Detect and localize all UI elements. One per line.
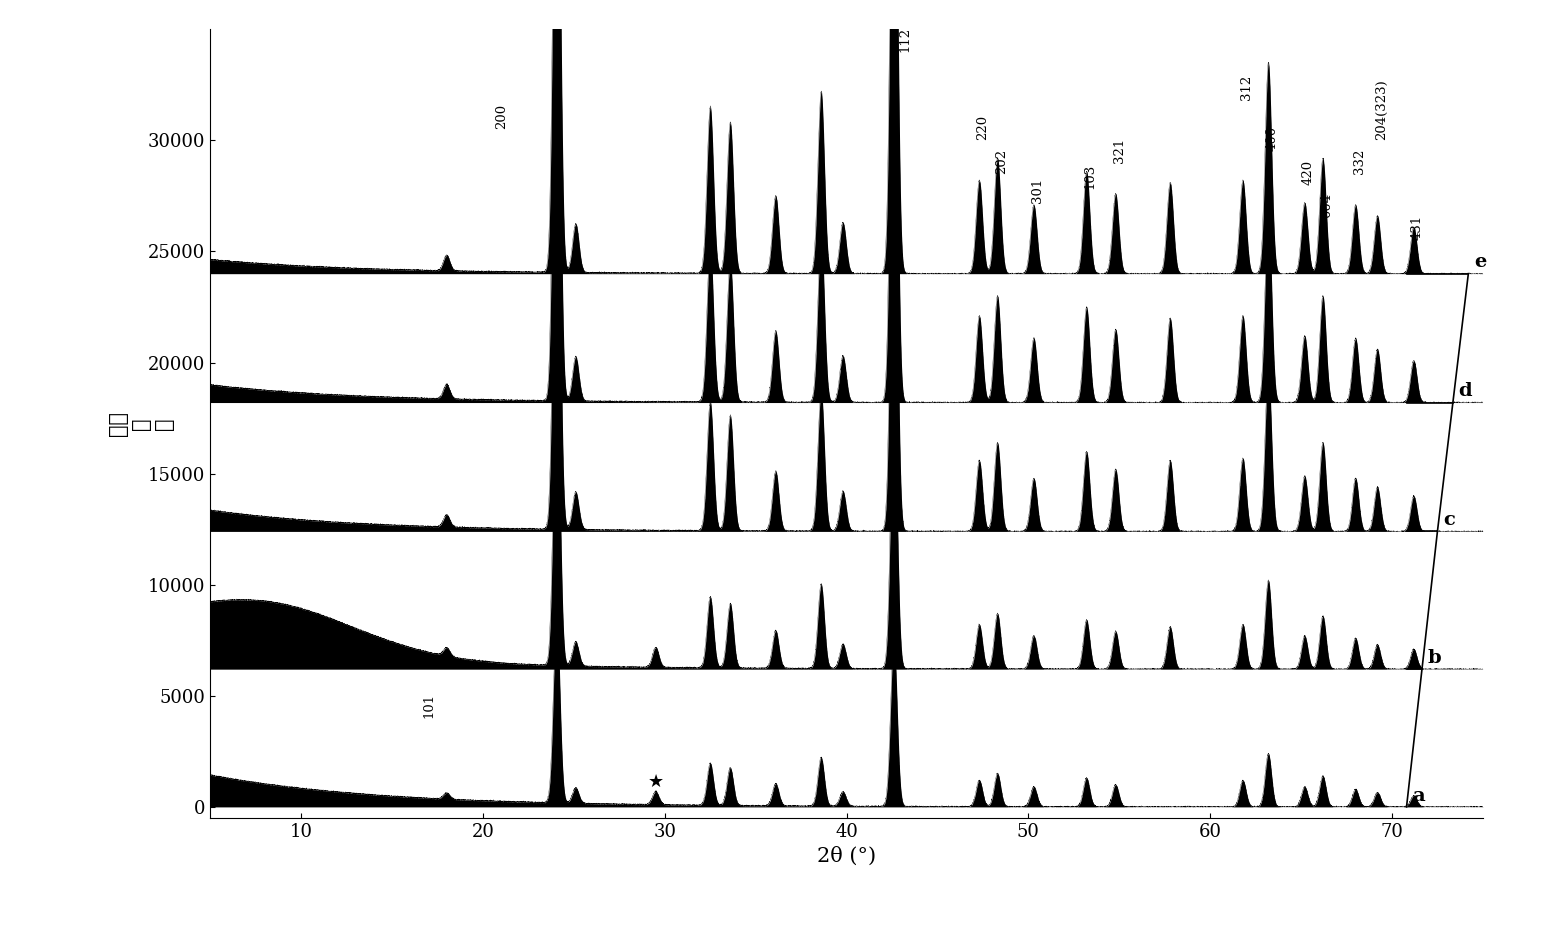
Text: 332: 332 bbox=[1353, 148, 1365, 173]
Y-axis label: 相对
强
度: 相对 强 度 bbox=[108, 412, 175, 436]
Text: c: c bbox=[1443, 511, 1455, 529]
Text: 103: 103 bbox=[1084, 164, 1096, 189]
Text: 312: 312 bbox=[1240, 75, 1252, 100]
Text: 321: 321 bbox=[1113, 137, 1125, 162]
Text: 101: 101 bbox=[423, 692, 435, 718]
X-axis label: 2θ (°): 2θ (°) bbox=[817, 846, 876, 866]
Text: 431: 431 bbox=[1410, 215, 1424, 240]
Text: ★: ★ bbox=[647, 773, 664, 792]
Text: 204(323): 204(323) bbox=[1375, 80, 1387, 140]
Text: e: e bbox=[1474, 253, 1486, 272]
Text: 220: 220 bbox=[977, 115, 989, 140]
Text: 200: 200 bbox=[495, 104, 508, 129]
Text: 420: 420 bbox=[1302, 159, 1314, 184]
Text: 400: 400 bbox=[1266, 126, 1279, 151]
Text: 004: 004 bbox=[1320, 193, 1333, 218]
Text: 301: 301 bbox=[1031, 177, 1043, 203]
Text: d: d bbox=[1458, 382, 1472, 400]
Text: b: b bbox=[1427, 649, 1441, 667]
Text: 202: 202 bbox=[995, 148, 1008, 173]
Text: a: a bbox=[1412, 787, 1424, 805]
Text: 112: 112 bbox=[898, 26, 912, 52]
